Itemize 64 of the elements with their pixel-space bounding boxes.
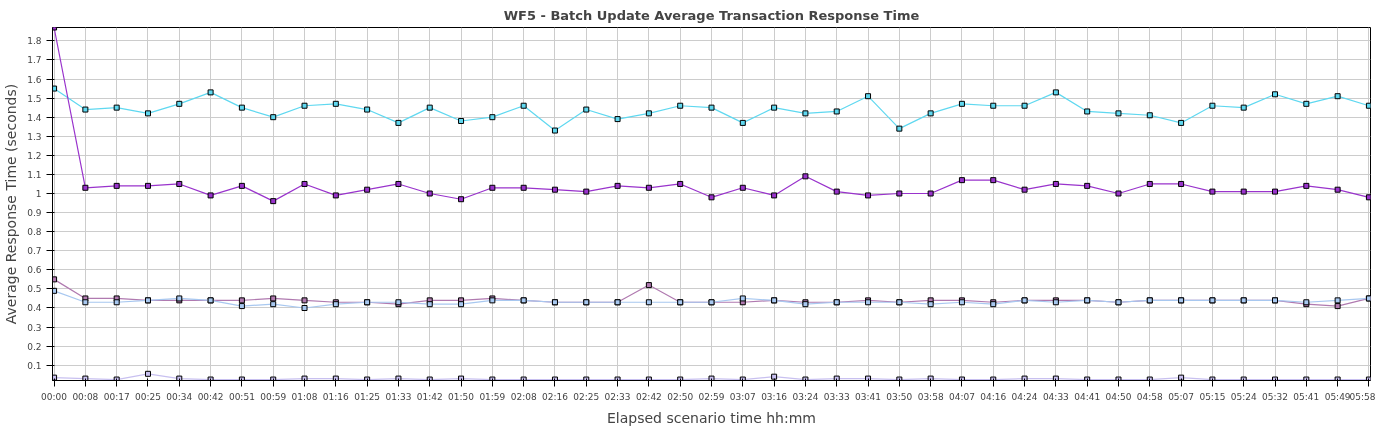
x-tick-label: 00:59: [260, 391, 287, 402]
y-tick-label: 1.3: [27, 131, 42, 142]
x-tick-label: 04:58: [1136, 391, 1164, 402]
x-tick-label: 03:58: [917, 391, 944, 402]
y-tick-label: 1.2: [27, 150, 42, 161]
x-tick-label: 03:16: [761, 391, 788, 402]
x-tick-label: 01:33: [385, 391, 412, 402]
y-tick-label: 1: [35, 189, 42, 200]
x-tick-label: 05:15: [1199, 391, 1226, 402]
x-tick-label: 00:00: [41, 391, 68, 402]
y-tick-label: 1.7: [27, 55, 42, 66]
x-axis-title: Elapsed scenario time hh:mm: [607, 409, 816, 426]
x-tick-label: 03:07: [729, 391, 756, 402]
x-tick-label: 00:51: [228, 391, 255, 402]
x-tick-label: 00:08: [72, 391, 99, 402]
x-tick-label: 02:59: [698, 391, 725, 402]
x-tick-label: 04:16: [980, 391, 1007, 402]
x-tick-label: 05:49: [1324, 391, 1351, 402]
y-tick-label: 1.8: [27, 36, 42, 47]
x-tick-label: 01:42: [416, 391, 443, 402]
x-tick-label: 05:24: [1230, 391, 1257, 402]
y-tick-label: 1.4: [27, 112, 42, 123]
x-tick-label: 04:07: [948, 391, 975, 402]
x-tick-label: 05:07: [1168, 391, 1195, 402]
x-tick-label: 00:42: [197, 391, 224, 402]
x-tick-label: 04:50: [1105, 391, 1132, 402]
y-tick-label: 0.1: [27, 360, 42, 371]
x-tick-label: 03:41: [855, 391, 881, 402]
x-tick-label: 01:08: [291, 391, 318, 402]
x-tick-label: 02:33: [604, 391, 631, 402]
x-tick-label: 00:34: [166, 391, 193, 402]
x-tick-label: 03:33: [823, 391, 850, 402]
x-tick-label: 05:32: [1262, 391, 1288, 402]
x-tick-label: 02:42: [635, 391, 662, 402]
x-tick-label: 01:50: [448, 391, 475, 402]
y-tick-label: 1.6: [27, 74, 42, 85]
y-tick-label: 0.5: [27, 284, 42, 295]
x-tick-label: 03:50: [886, 391, 913, 402]
y-tick-label: 0.4: [27, 303, 42, 314]
x-tick-label: 04:41: [1074, 391, 1101, 402]
y-tick-label: 1.1: [27, 169, 42, 180]
x-tick-label: 02:16: [542, 391, 569, 402]
x-tick-label: 04:24: [1011, 391, 1038, 402]
y-tick-label: 0.6: [27, 265, 42, 276]
y-tick-label: 0.7: [27, 246, 42, 257]
x-tick-label: 02:25: [573, 391, 600, 402]
x-tick-label: 01:59: [479, 391, 506, 402]
x-tick-label: 00:25: [135, 391, 161, 402]
x-tick-label: 03:24: [792, 391, 819, 402]
x-tick-label: 05:58: [1349, 391, 1376, 402]
x-tick-label: 02:08: [510, 391, 537, 402]
chart-title: WF5 - Batch Update Average Transaction Response Time: [503, 7, 920, 23]
y-tick-label: 0.3: [27, 322, 42, 333]
y-tick-label: 0.8: [27, 227, 42, 238]
y-tick-label: 0.9: [27, 208, 42, 219]
x-tick-label: 01:25: [354, 391, 381, 402]
x-tick-label: 05:41: [1293, 391, 1320, 402]
x-tick-label: 02:50: [667, 391, 694, 402]
y-axis-title: Average Response Time (seconds): [3, 83, 20, 325]
x-tick-label: 04:33: [1042, 391, 1069, 402]
x-tick-label: 00:17: [103, 391, 130, 402]
y-tick-label: 0.2: [27, 341, 42, 352]
y-tick-label: 1.5: [27, 93, 42, 104]
x-tick-label: 01:16: [322, 391, 350, 402]
